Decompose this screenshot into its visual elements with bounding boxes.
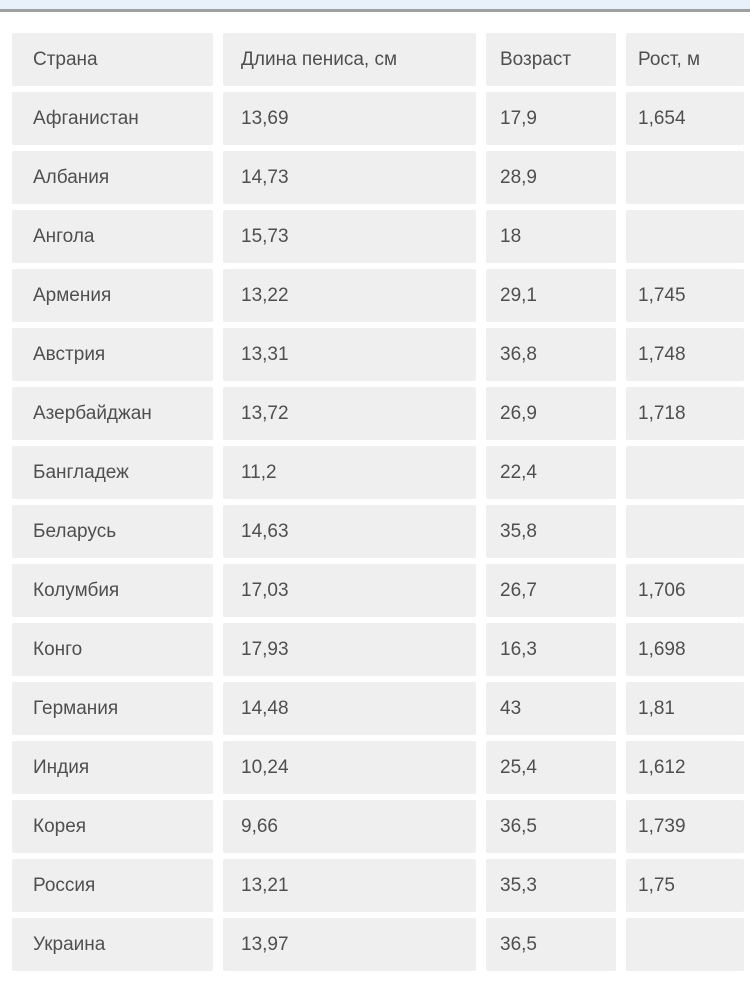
- height-cell: 1,718: [626, 387, 744, 440]
- height-cell: 1,75: [626, 859, 744, 912]
- age-cell: 35,8: [486, 505, 616, 558]
- age-cell: 36,8: [486, 328, 616, 381]
- age-cell: 35,3: [486, 859, 616, 912]
- country-cell: Россия: [12, 859, 213, 912]
- data-table: Страна Длина пениса, см Возраст Рост, м …: [12, 33, 744, 971]
- height-cell: 1,706: [626, 564, 744, 617]
- length-cell: 13,97: [223, 918, 476, 971]
- length-cell: 13,31: [223, 328, 476, 381]
- header-country: Страна: [12, 33, 213, 86]
- country-cell: Германия: [12, 682, 213, 735]
- country-cell: Конго: [12, 623, 213, 676]
- length-cell: 14,73: [223, 151, 476, 204]
- height-cell: [626, 505, 744, 558]
- country-cell: Азербайджан: [12, 387, 213, 440]
- length-cell: 11,2: [223, 446, 476, 499]
- country-cell: Бангладеж: [12, 446, 213, 499]
- length-cell: 15,73: [223, 210, 476, 263]
- height-cell: 1,698: [626, 623, 744, 676]
- country-cell: Колумбия: [12, 564, 213, 617]
- height-cell: 1,748: [626, 328, 744, 381]
- header-length: Длина пениса, см: [223, 33, 476, 86]
- height-cell: 1,745: [626, 269, 744, 322]
- height-cell: [626, 210, 744, 263]
- country-cell: Беларусь: [12, 505, 213, 558]
- age-cell: 36,5: [486, 800, 616, 853]
- header-height: Рост, м: [626, 33, 744, 86]
- age-cell: 36,5: [486, 918, 616, 971]
- age-cell: 22,4: [486, 446, 616, 499]
- length-cell: 13,21: [223, 859, 476, 912]
- length-cell: 14,48: [223, 682, 476, 735]
- age-cell: 18: [486, 210, 616, 263]
- country-cell: Албания: [12, 151, 213, 204]
- length-cell: 13,22: [223, 269, 476, 322]
- age-cell: 29,1: [486, 269, 616, 322]
- window-top-strip: [0, 0, 750, 12]
- country-cell: Индия: [12, 741, 213, 794]
- age-cell: 26,7: [486, 564, 616, 617]
- height-cell: 1,739: [626, 800, 744, 853]
- header-age: Возраст: [486, 33, 616, 86]
- country-cell: Армения: [12, 269, 213, 322]
- height-cell: [626, 446, 744, 499]
- height-cell: 1,81: [626, 682, 744, 735]
- country-cell: Ангола: [12, 210, 213, 263]
- age-cell: 17,9: [486, 92, 616, 145]
- age-cell: 16,3: [486, 623, 616, 676]
- age-cell: 28,9: [486, 151, 616, 204]
- length-cell: 13,72: [223, 387, 476, 440]
- country-cell: Корея: [12, 800, 213, 853]
- age-cell: 43: [486, 682, 616, 735]
- height-cell: [626, 151, 744, 204]
- country-cell: Австрия: [12, 328, 213, 381]
- length-cell: 17,93: [223, 623, 476, 676]
- age-cell: 25,4: [486, 741, 616, 794]
- length-cell: 17,03: [223, 564, 476, 617]
- length-cell: 14,63: [223, 505, 476, 558]
- country-cell: Украина: [12, 918, 213, 971]
- age-cell: 26,9: [486, 387, 616, 440]
- length-cell: 10,24: [223, 741, 476, 794]
- height-cell: 1,654: [626, 92, 744, 145]
- length-cell: 9,66: [223, 800, 476, 853]
- height-cell: [626, 918, 744, 971]
- height-cell: 1,612: [626, 741, 744, 794]
- country-cell: Афганистан: [12, 92, 213, 145]
- length-cell: 13,69: [223, 92, 476, 145]
